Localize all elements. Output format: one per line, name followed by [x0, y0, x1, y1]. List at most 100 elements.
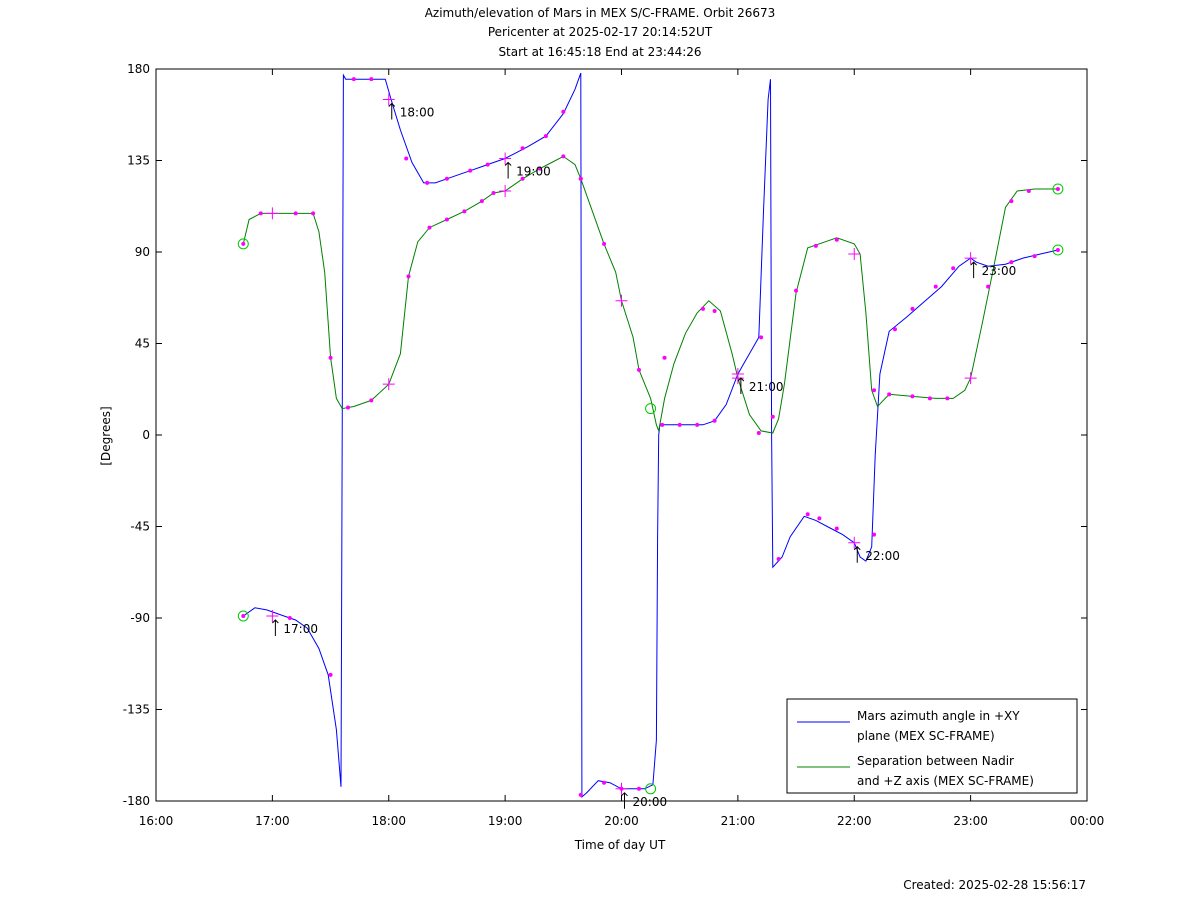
x-tick-label: 19:00 [488, 814, 523, 828]
sample-dot-marker [887, 392, 892, 397]
sample-dot-marker [817, 516, 822, 521]
sample-dot-marker [933, 284, 938, 289]
timestamp-arrow [272, 619, 279, 636]
y-tick-label: 45 [135, 337, 150, 351]
legend-label-azimuth-line-1: Mars azimuth angle in +XY [857, 709, 1020, 723]
x-tick-label: 23:00 [953, 814, 988, 828]
chart-title: Azimuth/elevation of Mars in MEX S/C-FRA… [425, 6, 776, 59]
sample-dot-marker [311, 211, 316, 216]
legend-label-separation-line-2: and +Z axis (MEX SC-FRAME) [857, 774, 1034, 788]
timestamp-label: 18:00 [400, 106, 435, 120]
sample-dot-marker [677, 422, 682, 427]
sample-dot-marker [427, 225, 432, 230]
sample-dot-marker [293, 211, 298, 216]
sample-dot-marker [951, 266, 956, 271]
sample-dot-marker [346, 405, 351, 410]
x-tick-label: 20:00 [604, 814, 639, 828]
sample-dot-marker [794, 288, 799, 293]
sample-dot-marker [892, 327, 897, 332]
timestamp-label: 17:00 [283, 622, 318, 636]
hour-cross-marker [848, 536, 861, 549]
marker-layer [237, 77, 1064, 797]
y-tick-label: 135 [127, 154, 150, 168]
created-timestamp: Created: 2025-02-28 15:56:17 [903, 878, 1086, 892]
sample-dot-marker [927, 396, 932, 401]
legend-box [786, 698, 1078, 794]
timestamp-arrow [621, 792, 628, 809]
sample-dot-marker [712, 418, 717, 423]
sample-dot-marker [444, 176, 449, 181]
legend-label-separation-line-1: Separation between Nadir [857, 754, 1014, 768]
y-tick-label: 0 [142, 428, 150, 442]
sample-dot-marker [759, 335, 764, 340]
sample-dot-marker [660, 422, 665, 427]
sample-dot-marker [468, 168, 473, 173]
chart-title-line-3: Start at 16:45:18 End at 23:44:26 [498, 45, 701, 59]
y-tick-label: -135 [123, 703, 150, 717]
sample-dot-marker [462, 209, 467, 214]
sample-dot-marker [561, 109, 566, 114]
chart-title-line-2: Pericenter at 2025-02-17 20:14:52UT [488, 25, 713, 39]
sample-dot-marker [910, 306, 915, 311]
x-tick-label: 22:00 [837, 814, 872, 828]
endpoint-circle-marker [645, 783, 657, 795]
x-axis-label: Time of day UT [574, 838, 666, 852]
endpoint-circle-marker [1052, 244, 1064, 256]
endpoint-circle-marker [237, 610, 249, 622]
sample-dot-marker [287, 616, 292, 620]
legend: Mars azimuth angle in +XY plane (MEX SC-… [786, 698, 1078, 794]
sample-dot-marker [485, 162, 490, 167]
sample-dot-marker [1055, 247, 1060, 252]
hour-cross-marker [615, 294, 628, 307]
sample-dot-marker [910, 394, 915, 399]
sample-dot-marker [872, 532, 877, 537]
sample-dot-marker [258, 211, 263, 216]
sample-dot-marker [328, 672, 333, 677]
sample-dot-marker [1026, 189, 1031, 193]
hour-cross-marker [266, 609, 279, 622]
sample-dot-marker [945, 396, 950, 401]
sample-dot-marker [834, 526, 839, 531]
sample-dot-marker [770, 414, 775, 419]
sample-dot-marker [241, 241, 246, 246]
sample-dot-marker [805, 512, 810, 517]
hour-cross-marker [964, 372, 977, 385]
sample-dot-marker [1055, 186, 1060, 191]
sample-dot-marker [834, 237, 839, 242]
timestamp-arrow [853, 546, 861, 563]
hour-cross-marker [266, 207, 279, 220]
timestamp-label: 21:00 [749, 380, 784, 394]
timestamp-arrow [737, 377, 745, 394]
sample-dot-marker [1009, 260, 1014, 265]
hour-cross-marker [964, 252, 977, 265]
sample-dot-marker [520, 176, 525, 181]
sample-dot-marker [369, 77, 374, 82]
sample-dot-marker [712, 308, 717, 313]
sample-dot-marker [578, 176, 583, 181]
legend-label-azimuth-line-2: plane (MEX SC-FRAME) [857, 729, 995, 743]
hour-cross-marker [731, 372, 744, 385]
sample-dot-marker [1009, 199, 1014, 204]
sample-dot-marker [351, 77, 356, 82]
sample-dot-marker [695, 422, 700, 427]
sample-dot-marker [491, 191, 496, 196]
sample-dot-marker [520, 146, 525, 151]
y-axis-label: [Degrees] [99, 406, 113, 465]
sample-dot-marker [543, 134, 548, 139]
y-axis-ticks: 180 135 90 45 0 -45 -90 -135 -180 [123, 62, 1087, 808]
endpoint-circle-marker [237, 238, 249, 250]
x-tick-label: 21:00 [721, 814, 756, 828]
hour-cross-marker [499, 152, 512, 165]
series-line-separation [242, 155, 1058, 434]
sample-dot-marker [406, 274, 411, 279]
timestamp-arrow [504, 161, 512, 179]
sample-dot-marker [602, 241, 607, 246]
sample-dot-marker [1032, 254, 1037, 259]
series-line-azimuth [243, 72, 1059, 798]
sample-dot-marker [241, 613, 246, 618]
x-tick-label: 16:00 [139, 814, 174, 828]
sample-dot-marker [756, 430, 761, 435]
x-tick-label: 18:00 [371, 814, 406, 828]
sample-dot-marker [602, 780, 607, 785]
